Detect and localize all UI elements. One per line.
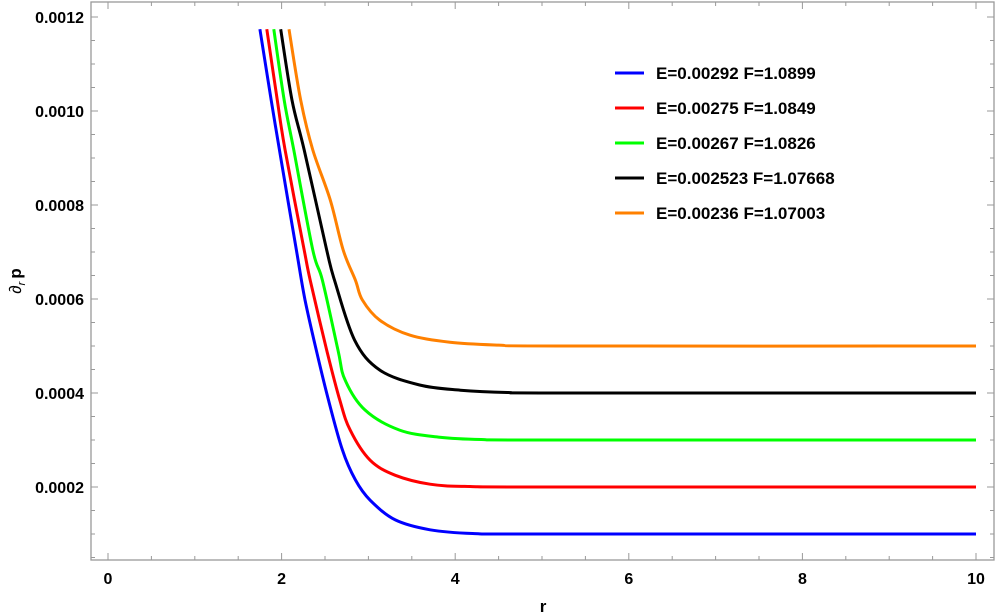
x-tick-label: 4: [451, 571, 460, 588]
legend-label-1: E=0.00292 F=1.0899: [656, 64, 816, 83]
legend-label-2: E=0.00275 F=1.0849: [656, 99, 816, 118]
curve-series-1: [258, 28, 977, 536]
legend-item-5: E=0.00236 F=1.07003: [615, 204, 825, 223]
legend-item-1: E=0.00292 F=1.0899: [615, 64, 816, 83]
y-tick-label: 0.0002: [35, 480, 84, 497]
y-tick-label: 0.0010: [35, 104, 84, 121]
legend-label-4: E=0.002523 F=1.07668: [656, 169, 835, 188]
curve-series-4: [279, 28, 977, 395]
axis-tick-labels: 0 2 4 6 8 10 0.0002 0.0004 0.0006 0.0008 0.0010 0.0…: [35, 10, 985, 588]
curve-series-2: [265, 28, 977, 489]
y-label-subscript: r: [16, 280, 28, 285]
x-tick-label: 6: [624, 571, 633, 588]
x-axis-label: r: [540, 597, 547, 616]
legend-item-4: E=0.002523 F=1.07668: [615, 169, 835, 188]
plot-frame: [90, 1, 995, 561]
curve-series-5: [287, 28, 977, 348]
data-curves: [258, 28, 977, 536]
y-axis-label: ∂rp: [6, 268, 28, 293]
axis-ticks: [91, 2, 994, 560]
y-label-partial-symbol: ∂: [6, 285, 25, 293]
x-tick-label: 10: [967, 571, 985, 588]
curve-series-3: [272, 28, 977, 442]
x-tick-label: 2: [277, 571, 286, 588]
legend-item-2: E=0.00275 F=1.0849: [615, 99, 816, 118]
legend-label-5: E=0.00236 F=1.07003: [656, 204, 825, 223]
y-tick-label: 0.0004: [35, 386, 84, 403]
legend: E=0.00292 F=1.0899 E=0.00275 F=1.0849 E=…: [615, 64, 835, 223]
x-tick-label: 0: [104, 571, 113, 588]
legend-item-3: E=0.00267 F=1.0826: [615, 134, 816, 153]
y-tick-label: 0.0008: [35, 198, 84, 215]
legend-label-3: E=0.00267 F=1.0826: [656, 134, 816, 153]
x-tick-label: 8: [798, 571, 807, 588]
y-tick-label: 0.0006: [35, 292, 84, 309]
y-label-variable: p: [6, 268, 25, 278]
svg-text:∂rp: ∂rp: [6, 268, 28, 293]
y-tick-label: 0.0012: [35, 10, 84, 27]
